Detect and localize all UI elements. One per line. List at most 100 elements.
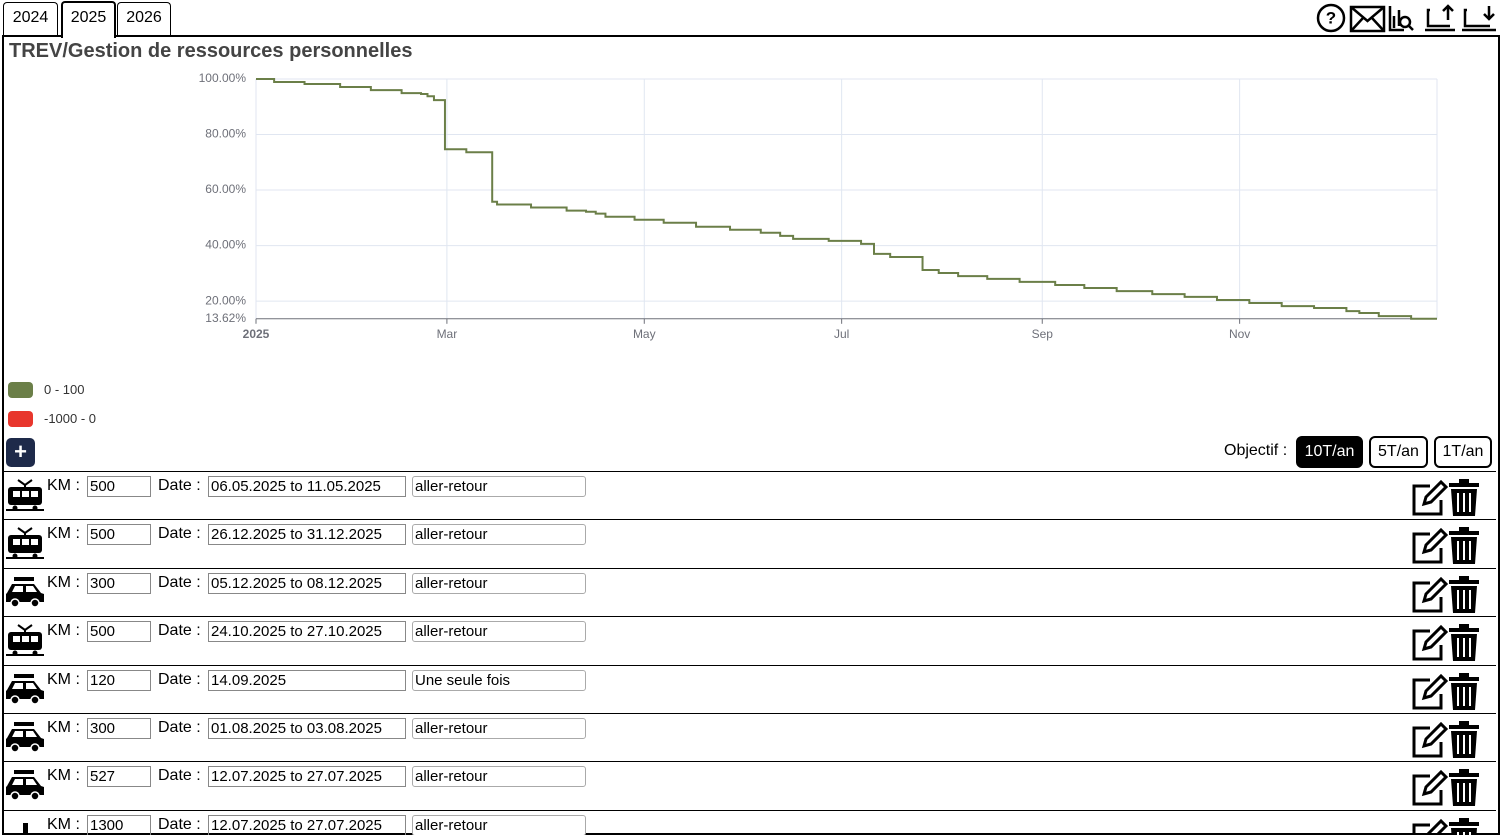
row-actions[interactable] [1408,764,1488,808]
km-input[interactable]: 300 [87,572,151,594]
svg-text:?: ? [1326,8,1336,27]
main-panel [2,35,1500,835]
legend-swatch [8,382,33,398]
transport-icon [6,722,44,753]
date-label: Date : [158,767,201,785]
km-input[interactable]: 300 [87,718,151,739]
km-label: KM : [47,477,80,494]
date-label: Date : [158,573,201,591]
date-input[interactable]: 26.12.2025 to 31.12.2025 [208,524,406,546]
km-input[interactable]: 500 [87,621,151,643]
x-tick-label: May [633,327,656,341]
row-actions[interactable] [1408,716,1488,760]
mode-select[interactable]: aller-retour [412,718,586,739]
x-tick-label: 2025 [243,327,270,341]
mode-select[interactable]: aller-retour [412,524,586,546]
trip-row: KM : 500 Date : 26.12.2025 to 31.12.2025 all… [2,519,1496,568]
search-icon[interactable] [1388,6,1414,32]
y-tick-label: 20.00% [205,293,246,307]
km-label: KM : [47,573,80,591]
upload-icon[interactable] [1425,4,1455,32]
date-label: Date : [158,815,201,833]
km-label: KM : [47,622,80,640]
date-input[interactable]: 01.08.2025 to 03.08.2025 [208,718,406,739]
transport-icon [6,479,44,511]
mode-select[interactable]: aller-retour [412,621,586,643]
row-actions[interactable] [1408,619,1488,663]
year-tab[interactable]: 2024 [3,2,58,35]
objective-button[interactable]: 5T/an [1369,436,1428,468]
trip-row: KM : 527 Date : 12.07.2025 to 27.07.2025 all… [2,761,1496,810]
y-tick-label: 80.00% [205,127,246,141]
date-input[interactable]: 06.05.2025 to 11.05.2025 [208,476,406,497]
page-title: TREV/Gestion de ressources personnelles [9,40,413,62]
date-label: Date : [158,477,201,494]
trip-row: KM : 300 Date : 05.12.2025 to 08.12.2025 all… [2,567,1496,617]
y-tick-label: 40.00% [205,238,246,252]
mail-icon[interactable] [1349,5,1386,33]
toolbar-icons: ? [1316,3,1496,33]
trip-row: KM : 1300 Date : 12.07.2025 to 27.07.2025 al… [2,809,1496,835]
trip-row: KM : 500 Date : 06.05.2025 to 11.05.2025 all… [2,471,1496,520]
mode-select[interactable]: aller-retour [412,572,586,594]
legend-label: -1000 - 0 [44,411,97,426]
km-input[interactable]: 527 [87,766,151,788]
mode-select[interactable]: aller-retour [412,476,586,497]
row-actions[interactable] [1408,668,1488,712]
km-label: KM : [47,670,80,688]
year-tab[interactable]: 2025 [61,1,116,38]
x-tick-label: Jul [834,327,849,341]
mode-select[interactable]: Une seule fois [412,669,586,691]
date-input[interactable]: 05.12.2025 to 08.12.2025 [208,572,406,594]
date-input[interactable]: 12.07.2025 to 27.07.2025 [208,814,406,835]
trip-row: KM : 500 Date : 24.10.2025 to 27.10.2025 all… [2,616,1496,665]
y-tick-label: 13.62% [205,311,246,325]
date-input[interactable]: 24.10.2025 to 27.10.2025 [208,621,406,643]
km-label: KM : [47,525,80,543]
transport-icon [6,576,44,608]
transport-icon [6,770,44,802]
transport-icon [23,822,28,835]
km-label: KM : [47,767,80,785]
mode-select[interactable]: aller-retour [412,766,586,788]
trip-row: KM : 120 Date : 14.09.2025 Une seule fois [2,664,1496,714]
date-label: Date : [158,622,201,640]
km-input[interactable]: 1300 [87,814,151,835]
trip-row: KM : 300 Date : 01.08.2025 to 03.08.2025 all… [2,713,1496,762]
date-input[interactable]: 14.09.2025 [208,669,406,691]
date-input[interactable]: 12.07.2025 to 27.07.2025 [208,766,406,788]
date-label: Date : [158,670,201,688]
transport-icon [6,624,44,657]
download-icon[interactable] [1462,6,1496,32]
objective-button[interactable]: 10T/an [1296,436,1363,468]
x-tick-label: Nov [1229,327,1250,341]
row-actions[interactable] [1408,474,1488,518]
x-tick-label: Sep [1032,327,1054,341]
legend-swatch [8,411,33,427]
add-button[interactable]: + [6,438,35,467]
legend-label: 0 - 100 [44,382,85,397]
x-tick-label: Mar [437,327,458,341]
y-tick-label: 100.00% [199,71,247,85]
help-icon[interactable]: ? [1316,3,1346,33]
objective-label: Objectif : [1224,442,1288,459]
transport-icon [6,527,44,560]
transport-icon [6,673,44,705]
y-tick-label: 60.00% [205,182,246,196]
date-label: Date : [158,719,201,736]
row-actions[interactable] [1408,522,1488,566]
km-label: KM : [47,719,80,736]
km-input[interactable]: 500 [87,524,151,546]
km-label: KM : [47,815,80,833]
chart: 13.62% 20.00% 40.00% 60.00% 80.00% 100.00% 202… [199,71,1438,341]
date-label: Date : [158,525,201,543]
row-actions[interactable] [1408,571,1488,615]
data-line [256,78,1437,320]
km-input[interactable]: 120 [87,669,151,691]
objective-button[interactable]: 1T/an [1434,436,1492,468]
mode-select[interactable]: aller-retour [412,814,586,835]
row-actions[interactable] [1408,813,1488,835]
km-input[interactable]: 500 [87,476,151,497]
year-tab[interactable]: 2026 [117,2,171,35]
